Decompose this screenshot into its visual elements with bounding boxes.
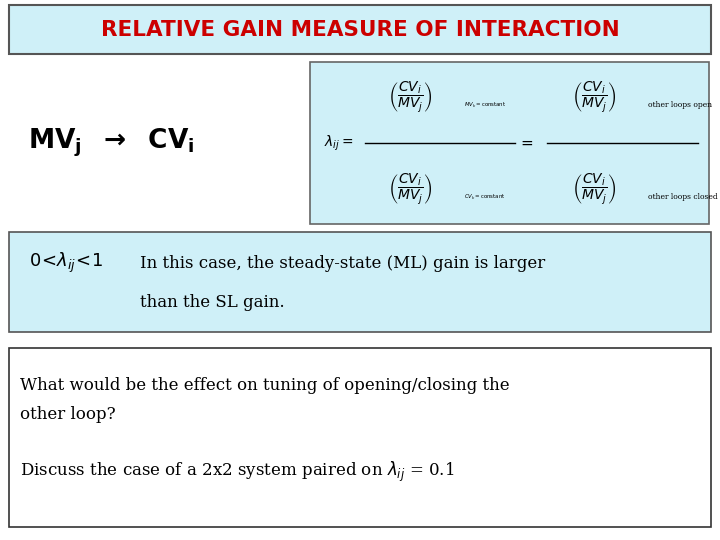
Text: Discuss the case of a 2x2 system paired on $\lambda_{ij}$ = 0.1: Discuss the case of a 2x2 system paired … [20, 460, 454, 484]
Text: other loop?: other loop? [20, 407, 116, 423]
Text: than the SL gain.: than the SL gain. [140, 294, 285, 312]
Text: $\mathbf{MV_j}$  $\mathbf{\rightarrow}$  $\mathbf{CV_i}$: $\mathbf{MV_j}$ $\mathbf{\rightarrow}$ $… [28, 127, 195, 159]
Text: other loops open: other loops open [648, 102, 712, 109]
FancyBboxPatch shape [9, 232, 711, 332]
Text: In this case, the steady-state (ML) gain is larger: In this case, the steady-state (ML) gain… [140, 255, 546, 272]
Text: RELATIVE GAIN MEASURE OF INTERACTION: RELATIVE GAIN MEASURE OF INTERACTION [101, 19, 619, 40]
Text: $\left(\dfrac{CV_i}{MV_j}\right)$: $\left(\dfrac{CV_i}{MV_j}\right)$ [572, 172, 616, 206]
Text: $\left(\dfrac{CV_i}{MV_j}\right)$: $\left(\dfrac{CV_i}{MV_j}\right)$ [388, 172, 433, 206]
Text: other loops closed: other loops closed [648, 193, 718, 201]
Text: $0\!<\!\lambda_{ij}\!<\!1$: $0\!<\!\lambda_{ij}\!<\!1$ [29, 251, 103, 275]
Text: $\left(\dfrac{CV_i}{MV_j}\right)$: $\left(\dfrac{CV_i}{MV_j}\right)$ [388, 80, 433, 114]
Text: $=$: $=$ [518, 136, 534, 150]
FancyBboxPatch shape [9, 348, 711, 526]
Text: $\lambda_{ij}=$: $\lambda_{ij}=$ [324, 133, 354, 153]
Text: ${}_{MV_k=\mathrm{constant}}$: ${}_{MV_k=\mathrm{constant}}$ [464, 100, 507, 110]
FancyBboxPatch shape [9, 5, 711, 54]
Text: What would be the effect on tuning of opening/closing the: What would be the effect on tuning of op… [20, 377, 510, 394]
Text: $\left(\dfrac{CV_i}{MV_j}\right)$: $\left(\dfrac{CV_i}{MV_j}\right)$ [572, 80, 616, 114]
FancyBboxPatch shape [310, 62, 709, 224]
Text: ${}_{CV_k=\mathrm{constant}}$: ${}_{CV_k=\mathrm{constant}}$ [464, 192, 506, 202]
